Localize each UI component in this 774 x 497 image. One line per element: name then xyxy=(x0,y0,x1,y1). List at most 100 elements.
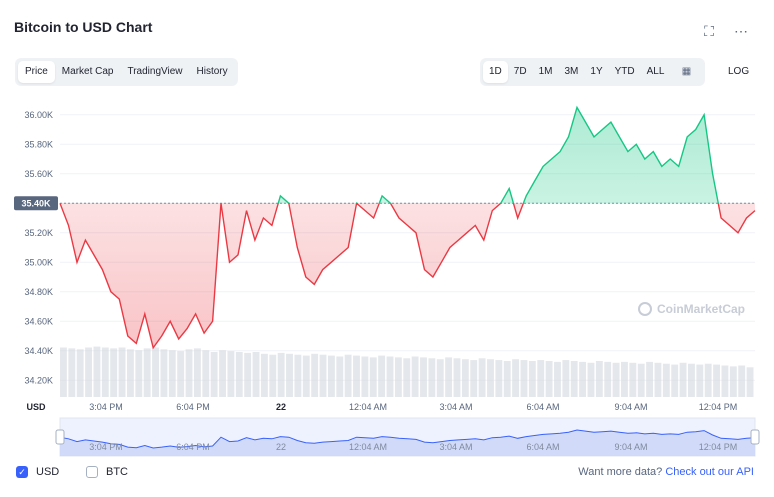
navigator-tick-label: 3:04 AM xyxy=(439,442,472,452)
volume-bar xyxy=(227,351,235,397)
navigator-tick-label: 12:04 PM xyxy=(699,442,738,452)
volume-bar xyxy=(152,347,159,397)
range-ytd[interactable]: YTD xyxy=(614,66,635,77)
volume-bar xyxy=(461,359,469,397)
volume-bar xyxy=(403,358,411,397)
volume-bar xyxy=(93,346,101,397)
volume-bar xyxy=(110,348,118,397)
volume-bar xyxy=(495,360,503,397)
tab-price[interactable]: Price xyxy=(18,61,55,83)
volume-bar xyxy=(420,357,427,397)
volume-bar xyxy=(721,365,729,397)
navigator-tick-label: 22 xyxy=(276,442,286,452)
volume-bar xyxy=(604,361,612,397)
volume-bar xyxy=(118,347,126,397)
navigator-tick-label: 6:04 AM xyxy=(526,442,559,452)
chart-title: Bitcoin to USD Chart xyxy=(14,19,153,35)
volume-bar xyxy=(327,355,335,397)
volume-bar xyxy=(177,351,185,397)
fullscreen-icon[interactable]: ⛶ xyxy=(704,22,714,39)
y-tick-label: 34.60K xyxy=(24,316,53,326)
volume-bar xyxy=(85,347,92,397)
calendar-icon[interactable]: ▦ xyxy=(681,66,692,77)
navigator-line xyxy=(59,429,756,449)
range-1m[interactable]: 1M xyxy=(538,66,553,77)
baseline-label-bg xyxy=(14,196,58,211)
volume-bar xyxy=(252,352,260,397)
volume-bar xyxy=(260,353,268,397)
volume-bar xyxy=(713,364,721,397)
volume-bar xyxy=(545,361,553,397)
x-tick-label: 3:04 PM xyxy=(89,402,123,412)
tab-history[interactable]: History xyxy=(196,66,228,77)
more-icon[interactable]: ⋯ xyxy=(734,22,748,39)
volume-bar xyxy=(202,350,210,397)
volume-bar xyxy=(168,350,176,397)
volume-bar xyxy=(369,357,377,397)
tab-market-cap[interactable]: Market Cap xyxy=(61,66,114,77)
btc-checkbox[interactable] xyxy=(86,466,98,478)
volume-bar xyxy=(637,363,645,397)
volume-bar xyxy=(470,360,478,397)
volume-bar xyxy=(528,361,536,397)
volume-bar xyxy=(210,352,218,397)
range-all[interactable]: ALL xyxy=(646,66,665,77)
area-above-baseline xyxy=(278,107,719,204)
volume-bar xyxy=(101,347,109,397)
volume-bar xyxy=(746,367,754,397)
volume-bar xyxy=(688,363,695,397)
volume-bar xyxy=(662,363,670,397)
volume-bar xyxy=(344,354,352,397)
range-3m[interactable]: 3M xyxy=(564,66,579,77)
volume-bar xyxy=(587,362,595,397)
navigator-tick-label: 12:04 AM xyxy=(349,442,387,452)
range-7d[interactable]: 7D xyxy=(513,66,527,77)
volume-bar xyxy=(336,356,344,397)
volume-bar xyxy=(654,362,662,397)
volume-bar xyxy=(696,364,704,397)
coinmarketcap-logo-icon xyxy=(638,302,652,316)
volume-bar xyxy=(361,356,369,397)
volume-bar xyxy=(311,353,319,397)
api-link[interactable]: Check out our API xyxy=(665,466,754,478)
navigator-tick-label: 3:04 PM xyxy=(89,442,123,452)
volume-bar xyxy=(394,357,402,397)
log-scale-button[interactable]: LOG xyxy=(728,66,750,77)
x-tick-label: 6:04 PM xyxy=(176,402,210,412)
navigator-handle-left[interactable] xyxy=(55,429,65,445)
volume-bar xyxy=(436,359,444,397)
price-line-down xyxy=(59,203,756,350)
volume-bar xyxy=(269,354,277,397)
x-tick-label: 12:04 AM xyxy=(349,402,387,412)
volume-bar xyxy=(68,348,76,397)
volume-bar xyxy=(378,355,386,397)
volume-bar xyxy=(135,350,143,397)
volume-bar xyxy=(738,365,746,397)
y-tick-label: 34.20K xyxy=(24,375,53,385)
usd-label: USD xyxy=(36,466,60,478)
legend-btc[interactable]: BTC xyxy=(86,466,128,478)
volume-bar xyxy=(286,353,293,397)
volume-bar xyxy=(512,359,520,397)
volume-bar xyxy=(671,364,679,397)
volume-bar xyxy=(554,361,561,397)
volume-bar xyxy=(453,358,461,397)
tab-tradingview[interactable]: TradingView xyxy=(127,66,183,77)
volume-bar xyxy=(579,361,587,397)
navigator-handle-right[interactable] xyxy=(750,429,760,445)
y-tick-label: 35.60K xyxy=(24,169,53,179)
range-1y[interactable]: 1Y xyxy=(590,66,603,77)
volume-bar xyxy=(445,357,453,397)
volume-bar xyxy=(704,363,712,397)
y-tick-label: 34.40K xyxy=(24,346,53,356)
y-tick-label: 34.80K xyxy=(24,287,53,297)
y-tick-label: 35.20K xyxy=(24,228,53,238)
usd-checkbox[interactable]: ✓ xyxy=(16,466,28,478)
volume-bar xyxy=(302,355,310,397)
volume-bar xyxy=(353,355,360,397)
legend-usd[interactable]: ✓ USD xyxy=(16,466,59,478)
volume-bar xyxy=(235,352,243,397)
btc-label: BTC xyxy=(106,466,128,478)
range-1d[interactable]: 1D xyxy=(483,61,508,83)
volume-bar xyxy=(621,361,628,397)
